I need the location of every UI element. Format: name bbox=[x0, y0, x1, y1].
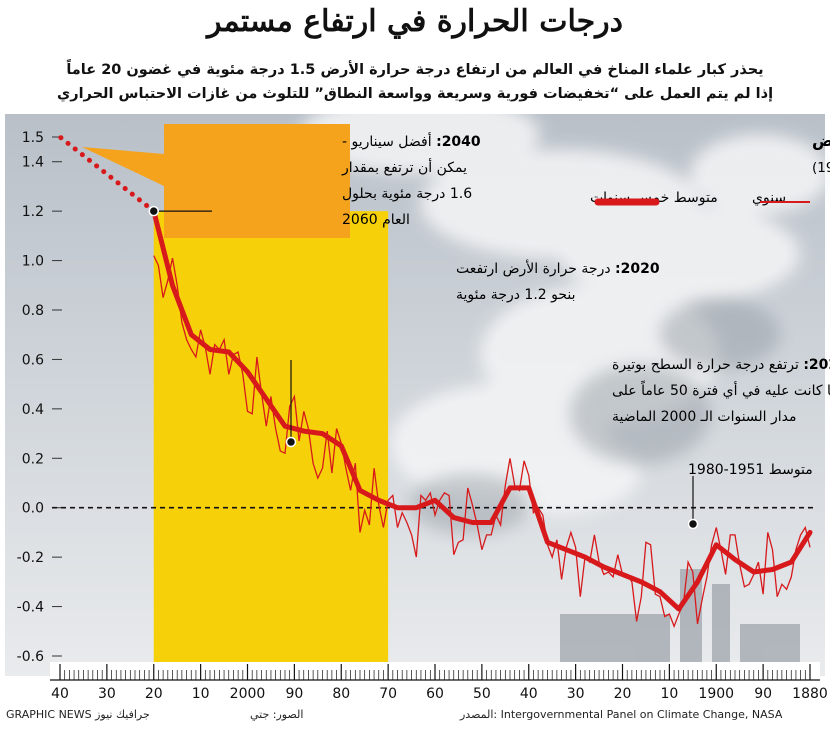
callout-2040-box bbox=[82, 124, 350, 238]
y-tick-label-3: 1.0 bbox=[22, 254, 44, 270]
callout-2040-line-2: يمكن أن ترتفع بمقدار bbox=[341, 158, 467, 176]
x-tick-label-3: 10 bbox=[192, 686, 210, 702]
y-tick-label-6: 0.4 bbox=[22, 402, 44, 418]
y-tick-label-11: -0.6 bbox=[17, 649, 44, 665]
y-tick-label-4: 0.8 bbox=[22, 303, 44, 319]
y-tick-label-1: 1.4 bbox=[22, 155, 44, 171]
legend-annual-label: سنوي bbox=[752, 190, 786, 206]
x-tick-label-0: 40 bbox=[51, 686, 69, 702]
callout-2040-line-4: العام 2060 bbox=[342, 212, 410, 228]
annotation-1970-years: 2020-1970: bbox=[803, 357, 830, 373]
footer-source: المصدر: Intergovernmental Panel on Clima… bbox=[460, 708, 783, 721]
x-tick-label-9: 50 bbox=[473, 686, 491, 702]
highlight-band-1970-2020 bbox=[153, 211, 389, 666]
x-tick-label-5: 90 bbox=[285, 686, 303, 702]
x-tick-label-12: 20 bbox=[614, 686, 632, 702]
baseline-dot bbox=[687, 518, 699, 530]
chart-subtitle: (درجة مئوية بالنسبة لمتوسط 1951-1980) bbox=[812, 160, 830, 176]
y-tick-label-7: 0.2 bbox=[22, 451, 44, 467]
x-tick-label-15: 90 bbox=[754, 686, 772, 702]
temperature-chart: 1.51.41.21.00.80.60.40.20.0-0.2-0.4-0.6 … bbox=[5, 114, 830, 702]
annotation-1970-line-3: مدار السنوات الـ 2000 الماضية bbox=[612, 409, 797, 425]
annotation-1970-line-2: أسرع مما كانت عليه في أي فترة 50 عاماً ع… bbox=[612, 380, 830, 399]
y-tick-label-10: -0.4 bbox=[17, 600, 44, 616]
annotation-1970-dot bbox=[285, 436, 297, 448]
callout-2040-line-1: أفضل سيناريو - bbox=[342, 132, 432, 150]
x-tick-label-10: 40 bbox=[520, 686, 538, 702]
projection-dotted-line bbox=[57, 134, 157, 214]
y-tick-label-0: 1.5 bbox=[22, 130, 44, 146]
annotation-1970-2020: 2020-1970: ترتفع درجة حرارة السطح بوتيرة… bbox=[285, 357, 830, 448]
annotation-2020-year: 2020: bbox=[615, 261, 660, 277]
annotation-2020-dot bbox=[148, 205, 159, 217]
subtitle-line-2: إذا لم يتم العمل على “تخفيضات فورية وسري… bbox=[56, 86, 774, 102]
callout-2040-year: 2040: bbox=[436, 134, 481, 150]
svg-text:2040: أفضل سيناريو -: 2040: أفضل سيناريو - bbox=[342, 132, 481, 150]
y-axis-ticks: 1.5 1.4 1.2 1.0 0.8 0.6 0.4 0.2 0.0 -0.2 -0.4 -0.6 bbox=[17, 130, 62, 665]
x-tick-label-4: 2000 bbox=[230, 686, 266, 702]
x-tick-label-13: 10 bbox=[660, 686, 678, 702]
y-tick-label-5: 0.6 bbox=[22, 352, 44, 368]
svg-text:2020: درجة حرارة الأرض ا: 2020: درجة حرارة الأرض ارتفعت bbox=[456, 259, 660, 277]
page-title: درجات الحرارة في ارتفاع مستمر bbox=[206, 4, 623, 39]
smoke-shadow bbox=[410, 299, 780, 534]
x-tick-label-2: 20 bbox=[145, 686, 163, 702]
annual-series-line bbox=[153, 255, 811, 629]
x-tick-label-8: 60 bbox=[426, 686, 444, 702]
five-year-average-line bbox=[151, 208, 813, 612]
svg-text:2020-1970: ترتفع درجة حر: 2020-1970: ترتفع درجة حرارة السطح بوتيرة bbox=[612, 357, 830, 373]
x-tick-label-7: 70 bbox=[379, 686, 397, 702]
subtitle: يحذر كبار علماء المناخ في العالم من ارتف… bbox=[10, 58, 820, 106]
baseline-label: متوسط 1951-1980 bbox=[688, 462, 813, 478]
annotation-2020: 2020: درجة حرارة الأرض ارتفعت بنحو 1.2 د… bbox=[148, 205, 660, 303]
footer-photo-credit: الصور: جتي bbox=[250, 708, 304, 721]
baseline-annotation: متوسط 1951-1980 bbox=[687, 462, 813, 530]
annotation-2020-line-2: بنحو 1.2 درجة مئوية bbox=[456, 287, 576, 303]
x-tick-label-1: 30 bbox=[98, 686, 116, 702]
legend: سنوي متوسط خمس سنوات bbox=[590, 190, 810, 206]
callout-2040-line-3: 1.6 درجة مئوية بحلول bbox=[342, 186, 472, 202]
y-tick-label-8: 0.0 bbox=[22, 501, 44, 517]
annotation-2020-line-1: درجة حرارة الأرض ارتفعت bbox=[456, 259, 611, 277]
subtitle-line-1: يحذر كبار علماء المناخ في العالم من ارتف… bbox=[66, 62, 764, 78]
callout-2040: 2040: أفضل سيناريو - يمكن أن ترتفع بمقدا… bbox=[82, 124, 481, 238]
footer-brand: GRAPHIC NEWS جرافيك نيوز bbox=[6, 708, 150, 721]
x-tick-label-6: 80 bbox=[332, 686, 350, 702]
y-tick-label-2: 1.2 bbox=[22, 204, 44, 220]
y-tick-label-9: -0.2 bbox=[17, 550, 44, 566]
x-axis: 40 30 20 10 2000 90 80 70 60 50 40 30 20 10 1900 90 1880 bbox=[50, 662, 828, 702]
chart-title: التغير في درجة حرارة سطح الأرض bbox=[812, 131, 830, 151]
x-tick-label-11: 30 bbox=[567, 686, 585, 702]
annotation-1970-line-1: ترتفع درجة حرارة السطح بوتيرة bbox=[612, 357, 799, 373]
x-tick-label-14: 1900 bbox=[698, 686, 734, 702]
x-tick-label-16: 1880 bbox=[792, 686, 828, 702]
